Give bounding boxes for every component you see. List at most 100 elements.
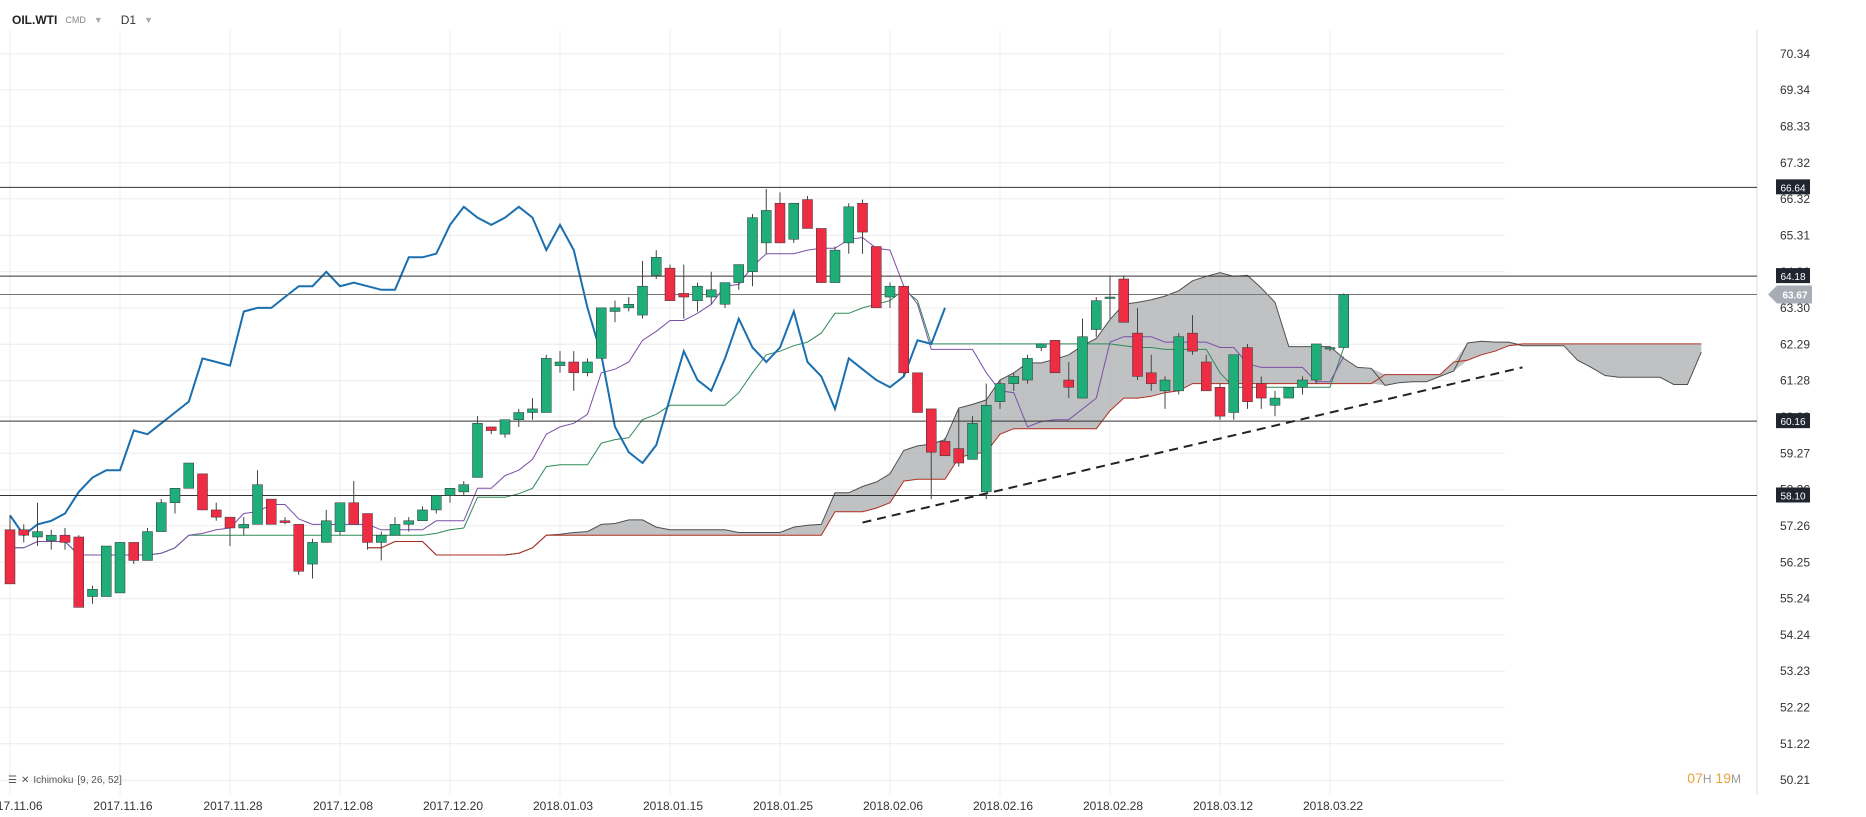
candle-body xyxy=(238,524,249,529)
candle-body xyxy=(678,293,689,298)
candle-body xyxy=(32,531,43,538)
candle-body xyxy=(101,545,112,597)
candle-body xyxy=(1132,332,1143,377)
instrument-type-label: CMD xyxy=(65,15,86,25)
indicator-params: [9, 26, 52] xyxy=(77,775,122,786)
candle-body xyxy=(692,285,703,301)
x-tick-label: 2018.02.16 xyxy=(973,799,1033,813)
candle-body xyxy=(1173,336,1184,392)
candle-body xyxy=(376,534,387,543)
candle-body xyxy=(46,534,57,541)
candle-body xyxy=(1159,379,1171,392)
candle-body xyxy=(816,228,827,283)
candle-body xyxy=(912,372,923,413)
candle-body xyxy=(651,257,662,276)
candle-body xyxy=(1256,383,1267,399)
candle-body xyxy=(1049,340,1061,374)
x-tick-label: 2018.03.22 xyxy=(1303,799,1363,813)
close-icon[interactable]: ✕ xyxy=(20,775,30,786)
y-tick-label: 50.21 xyxy=(1780,773,1810,787)
current-price-value: 63.67 xyxy=(1782,291,1807,302)
chevron-down-icon[interactable]: ▼ xyxy=(144,15,154,25)
indicator-name: Ichimoku xyxy=(33,775,74,786)
candle-body xyxy=(857,202,868,233)
candle-body xyxy=(926,408,937,453)
x-tick-label: 2017.11.16 xyxy=(93,799,152,813)
candle-body xyxy=(719,282,731,305)
candle-body xyxy=(389,524,401,536)
price-level-flag xyxy=(1776,487,1810,503)
timeframe-label[interactable]: D1 xyxy=(120,13,137,27)
y-tick-label: 68.33 xyxy=(1780,119,1810,133)
candle-body xyxy=(1283,386,1294,399)
candle-body xyxy=(499,419,511,435)
y-tick-label: 70.34 xyxy=(1780,47,1810,61)
candle-body xyxy=(114,542,126,594)
candle-body xyxy=(197,473,208,511)
candle-body xyxy=(967,423,978,460)
candle-body xyxy=(142,531,153,561)
candle-body xyxy=(1201,361,1212,392)
candle-body xyxy=(18,529,29,536)
x-tick-label: 2018.03.12 xyxy=(1193,799,1253,813)
candle-body xyxy=(156,502,167,532)
timer-h-unit: H xyxy=(1702,772,1712,786)
candle-body xyxy=(1269,397,1281,406)
y-tick-label: 54.24 xyxy=(1780,628,1810,642)
candle-body xyxy=(334,502,346,532)
candle-body xyxy=(596,307,607,359)
menu-icon[interactable]: ☰ xyxy=(8,775,17,786)
candle-body xyxy=(472,423,483,478)
candle-body xyxy=(1022,358,1033,381)
symbol-label[interactable]: OIL.WTI xyxy=(12,13,58,27)
candle-body xyxy=(884,285,896,298)
candle-body xyxy=(1311,343,1322,381)
candle-body xyxy=(362,513,373,543)
candle-body xyxy=(169,488,181,503)
candle-body xyxy=(293,524,304,572)
x-tick-label: 2017.12.20 xyxy=(423,799,483,813)
x-tick-label: 2018.01.15 xyxy=(643,799,703,813)
x-tick-label: 2018.01.03 xyxy=(533,799,593,813)
candle-body xyxy=(788,202,799,240)
candle-body xyxy=(1118,278,1129,323)
candle-body xyxy=(802,199,813,229)
candle-body xyxy=(1104,296,1116,299)
candle-body xyxy=(953,448,964,464)
candle-body xyxy=(321,520,332,543)
candle-body xyxy=(761,210,772,244)
y-tick-label: 69.34 xyxy=(1780,83,1810,97)
kijun-sen-line xyxy=(10,289,1345,556)
y-tick-label: 62.29 xyxy=(1780,337,1810,351)
candle-body xyxy=(568,361,579,374)
y-tick-label: 67.32 xyxy=(1780,156,1810,170)
x-tick-label: 2018.02.06 xyxy=(863,799,923,813)
candle-body xyxy=(252,484,263,525)
candle-body xyxy=(554,361,566,366)
chart-header: OIL.WTI CMD ▼ D1 ▼ xyxy=(12,12,153,28)
candle-body xyxy=(582,361,593,374)
candle-body xyxy=(431,495,442,511)
candle-body xyxy=(871,246,882,309)
candle-body xyxy=(1077,336,1088,399)
candle-body xyxy=(279,520,291,523)
candle-body xyxy=(87,589,98,597)
y-tick-label: 61.28 xyxy=(1780,374,1810,388)
current-price-flag xyxy=(1768,285,1812,304)
indicator-tag[interactable]: ☰ ✕ Ichimoku [9, 26, 52] xyxy=(8,775,122,786)
senkou-span-b-line xyxy=(367,343,1702,556)
x-tick-label: 2018.02.28 xyxy=(1083,799,1143,813)
candle-body xyxy=(4,529,16,585)
timer-hours: 07 xyxy=(1687,770,1703,786)
candle-body xyxy=(444,488,456,496)
candle-body xyxy=(183,462,194,489)
x-tick-label: 2017.11.28 xyxy=(203,799,262,813)
chevron-down-icon[interactable]: ▼ xyxy=(93,15,103,25)
candle-body xyxy=(541,358,552,413)
candle-body xyxy=(981,405,992,493)
candle-body xyxy=(898,285,909,374)
candle-body xyxy=(224,516,236,529)
y-tick-label: 55.24 xyxy=(1780,592,1810,606)
y-tick-label: 63.30 xyxy=(1780,301,1810,315)
